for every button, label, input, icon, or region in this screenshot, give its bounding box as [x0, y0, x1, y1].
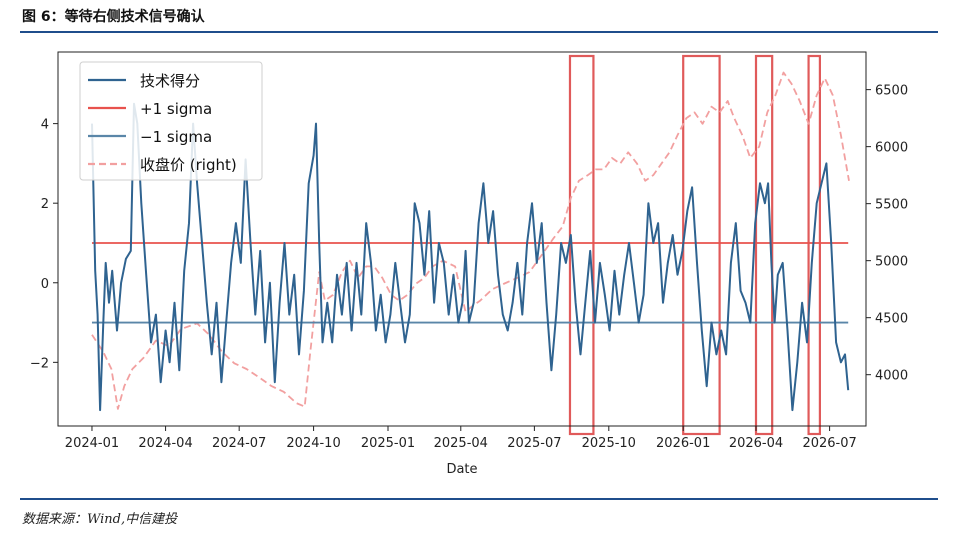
x-axis: 2024-01 2024-04 2024-07 2024-10 2025-01 2025-…: [65, 426, 857, 451]
source-note: 数据来源：Wind,中信建投: [22, 512, 178, 527]
right-axis: 4000 4500 5000 5500 6000 6500: [866, 84, 908, 384]
bottom-rule: [20, 498, 938, 500]
right-tick-label-6: 6500: [875, 84, 908, 99]
figure-title: 图 6：等待右侧技术信号确认: [22, 9, 205, 25]
highlight-box-3: [754, 54, 774, 436]
x-tick-label-10: 2026-04: [729, 436, 783, 451]
plot-frame: [57, 51, 867, 427]
x-tick-label-3: 2024-07: [212, 436, 266, 451]
right-tick-label-4: 5500: [875, 198, 908, 213]
left-tick-label-4: 4: [41, 118, 49, 133]
x-tick-label-11: 2026-07: [802, 436, 856, 451]
top-rule: [20, 31, 938, 33]
right-tick-label-5: 6000: [875, 141, 908, 156]
highlight-box-2: [682, 54, 721, 436]
legend-label-1: 技术得分: [140, 72, 200, 90]
right-tick-label-3: 5000: [875, 255, 908, 270]
right-tick-label-1: 4000: [875, 369, 908, 384]
series-lines: [91, 71, 850, 412]
legend-label-2: +1 sigma: [140, 100, 212, 118]
x-tick-label-9: 2026-01: [656, 436, 710, 451]
x-tick-label-2: 2024-04: [138, 436, 192, 451]
highlight-box-4: [807, 54, 821, 436]
x-axis-label: Date: [446, 462, 477, 477]
left-axis: −2 0 2 4: [30, 118, 58, 371]
legend: 技术得分 +1 sigma −1 sigma 收盘价 (right): [79, 61, 263, 181]
x-tick-label-8: 2025-10: [582, 436, 636, 451]
highlight-box-1: [568, 54, 595, 436]
legend-label-4: 收盘价 (right): [140, 156, 237, 174]
right-tick-label-2: 4500: [875, 312, 908, 327]
left-tick-label-3: 2: [41, 197, 49, 212]
x-tick-label-4: 2024-10: [286, 436, 340, 451]
left-tick-label-2: 0: [41, 277, 49, 292]
x-tick-label-5: 2025-01: [361, 436, 415, 451]
series-line-1: [91, 102, 850, 412]
legend-label-3: −1 sigma: [140, 128, 212, 146]
left-tick-label-1: −2: [30, 356, 49, 371]
x-tick-label-7: 2025-07: [507, 436, 561, 451]
x-tick-label-6: 2025-04: [434, 436, 488, 451]
legend-box: [79, 61, 263, 181]
series-line-4: [91, 71, 850, 410]
x-tick-label-1: 2024-01: [65, 436, 119, 451]
